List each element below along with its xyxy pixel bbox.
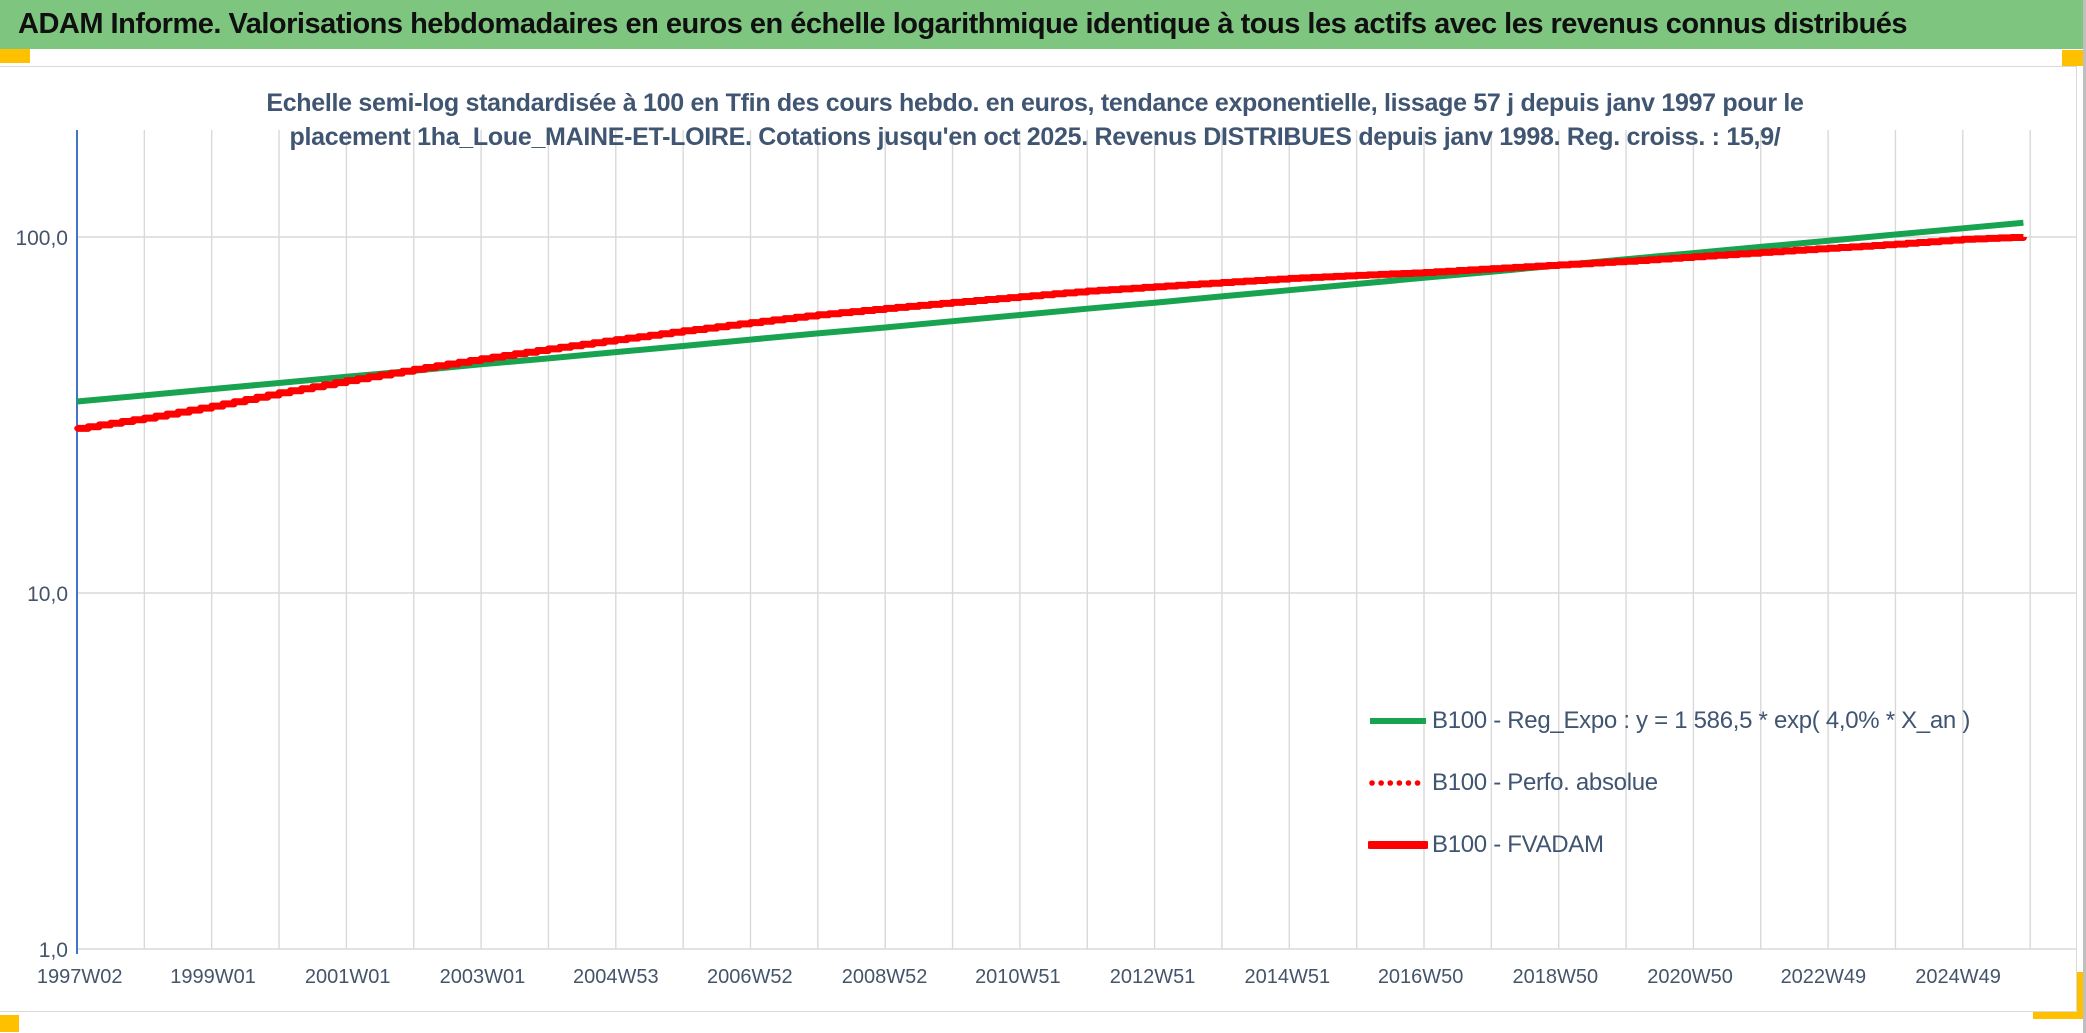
- legend-item-perfo-absolue[interactable]: B100 - Perfo. absolue: [1368, 752, 2058, 814]
- x-axis-tick-label: 1997W02: [37, 966, 123, 988]
- y-axis-tick-label: 10,0: [27, 583, 68, 606]
- x-axis-tick-label: 2016W50: [1378, 966, 1464, 988]
- legend-label-perfo-absolue: B100 - Perfo. absolue: [1432, 769, 1658, 796]
- x-axis-tick-label: 2022W49: [1781, 966, 1867, 988]
- chart-legend: B100 - Reg_Expo : y = 1 586,5 * exp( 4,0…: [1368, 690, 2058, 876]
- series-line-fvadam: [77, 234, 2027, 432]
- x-axis-tick-label: 2014W51: [1244, 966, 1330, 988]
- legend-item-fvadam[interactable]: B100 - FVADAM: [1368, 814, 2058, 876]
- x-axis-tick-label: 2010W51: [975, 966, 1061, 988]
- window-title-bar: ADAM Informe. Valorisations hebdomadaire…: [0, 0, 2083, 49]
- x-axis-tick-label: 2008W52: [842, 966, 928, 988]
- y-axis-tick-label: 1,0: [39, 939, 68, 962]
- chart-title: Echelle semi-log standardisée à 100 en T…: [210, 86, 1860, 154]
- y-axis-tick-label: 100,0: [15, 227, 68, 250]
- x-axis-tick-label: 2001W01: [305, 966, 391, 988]
- legend-label-reg-expo: B100 - Reg_Expo : y = 1 586,5 * exp( 4,0…: [1432, 707, 1971, 734]
- legend-line-solid-red-icon: [1368, 841, 1428, 849]
- series-line-perfo-absolue: [74, 234, 2027, 432]
- window-title: ADAM Informe. Valorisations hebdomadaire…: [18, 8, 1908, 40]
- x-axis-tick-label: 2012W51: [1110, 966, 1196, 988]
- legend-label-fvadam: B100 - FVADAM: [1432, 831, 1604, 858]
- window-right-edge: [2083, 0, 2086, 1033]
- legend-item-reg-expo[interactable]: B100 - Reg_Expo : y = 1 586,5 * exp( 4,0…: [1368, 690, 2058, 752]
- chart-title-line-1: Echelle semi-log standardisée à 100 en T…: [266, 89, 1804, 117]
- x-axis-tick-label: 2004W53: [573, 966, 659, 988]
- x-axis-tick-label: 2003W01: [440, 966, 526, 988]
- x-axis-tick-label: 2018W50: [1513, 966, 1599, 988]
- x-axis-tick-label: 2006W52: [707, 966, 793, 988]
- x-axis-tick-label: 1999W01: [170, 966, 256, 988]
- x-axis-tick-label: 2024W49: [1915, 966, 2001, 988]
- x-axis-tick-label: 2020W50: [1647, 966, 1733, 988]
- chart-title-line-2: placement 1ha_Loue_MAINE-ET-LOIRE. Cotat…: [289, 123, 1781, 151]
- legend-line-solid-green-icon: [1370, 718, 1426, 724]
- corner-marker-bottom-left: [0, 1015, 19, 1032]
- legend-line-dotted-red-icon: [1369, 780, 1428, 786]
- corner-marker-top-right: [2062, 50, 2083, 66]
- corner-marker-top-left: [0, 49, 30, 63]
